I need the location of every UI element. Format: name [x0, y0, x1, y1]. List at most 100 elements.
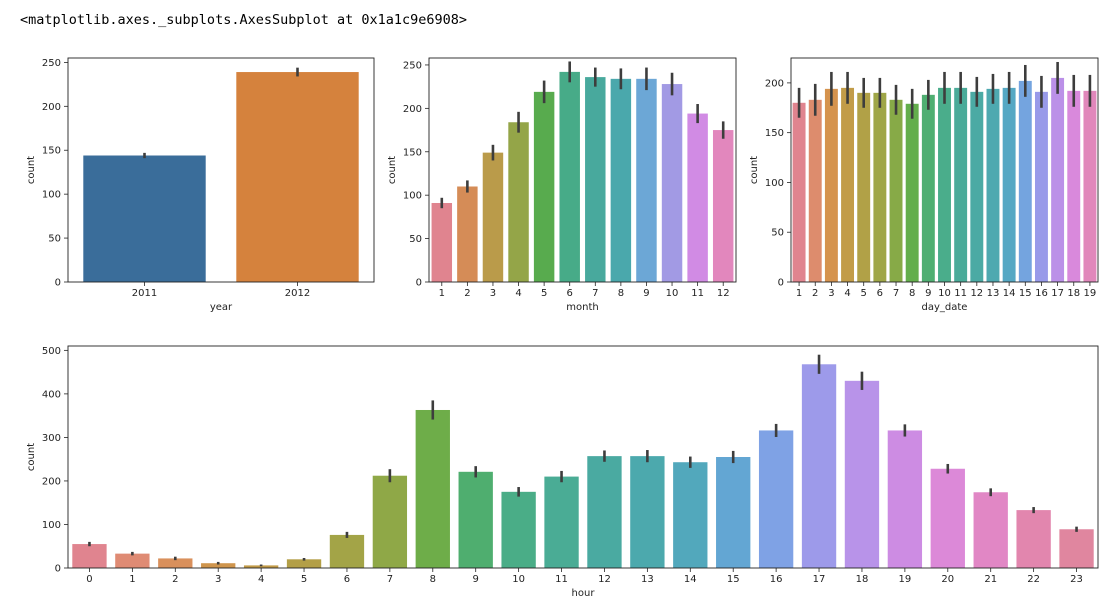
bar-6 — [559, 71, 580, 282]
bar-1 — [792, 102, 806, 282]
axes-frame — [428, 57, 737, 283]
bar-9 — [636, 78, 657, 282]
y-tick-label-50: 50 — [48, 234, 61, 245]
x-tick-label-11: 11 — [954, 288, 967, 299]
bar-19 — [1083, 90, 1097, 282]
bar-11 — [687, 113, 708, 283]
bar-14 — [673, 462, 708, 568]
x-tick-label-23: 23 — [1070, 574, 1083, 585]
bar-7 — [889, 99, 903, 283]
x-tick-label-19: 19 — [899, 574, 912, 585]
y-tick-label-100: 100 — [403, 191, 422, 202]
bar-7 — [372, 475, 408, 568]
y-tick-label-200: 200 — [42, 102, 61, 113]
x-tick-label-12: 12 — [970, 288, 983, 299]
bar-18 — [844, 380, 880, 568]
bar-9 — [458, 471, 493, 568]
bar-5 — [857, 92, 871, 282]
bar-6 — [329, 534, 365, 568]
bar-11 — [544, 476, 579, 568]
bar-22 — [1016, 510, 1051, 568]
bar-3 — [201, 563, 236, 568]
y-tick-label-100: 100 — [765, 178, 784, 189]
x-tick-label-9: 9 — [925, 288, 931, 299]
x-tick-label-6: 6 — [344, 574, 350, 585]
bar-9 — [921, 94, 935, 282]
subplot-day_date: 1 2 3 4 5 6 7 8 9 10 11 12 13 14 15 16 17 18 1905010015020… — [749, 57, 1099, 313]
y-tick-label-0: 0 — [55, 278, 61, 289]
bar-2011 — [83, 155, 206, 282]
bar-2 — [808, 99, 822, 283]
bar-10 — [938, 87, 951, 282]
bar-8 — [610, 78, 632, 282]
y-tick-label-250: 250 — [42, 58, 61, 69]
bar-14 — [1002, 87, 1016, 282]
x-tick-label-11: 11 — [691, 288, 704, 299]
x-tick-label-13: 13 — [641, 574, 654, 585]
y-tick-label-400: 400 — [42, 389, 61, 400]
bar-2 — [457, 186, 478, 282]
x-tick-label-8: 8 — [618, 288, 624, 299]
x-tick-label-5: 5 — [301, 574, 307, 585]
subplot-year: 2011 2012 0 50 100 150 200 250 year count — [26, 57, 375, 313]
bar-1 — [115, 553, 150, 568]
x-tick-label-1: 1 — [129, 574, 135, 585]
y-tick-label-100: 100 — [42, 520, 61, 531]
x-tick-label-2011: 2011 — [132, 288, 157, 299]
y-tick-label-150: 150 — [42, 146, 61, 157]
x-tick-label-2: 2 — [172, 574, 178, 585]
bar-5 — [533, 91, 555, 282]
x-tick-label-6: 6 — [877, 288, 883, 299]
y-tick-label-0: 0 — [778, 278, 784, 289]
bar-12 — [712, 130, 734, 282]
cell-output-text: <matplotlib.axes._subplots.AxesSubplot a… — [20, 12, 468, 28]
bar-2012 — [236, 72, 359, 282]
x-tick-label-1: 1 — [796, 288, 802, 299]
x-tick-label-10: 10 — [938, 288, 951, 299]
x-tick-label-9: 9 — [473, 574, 479, 585]
x-tick-label-5: 5 — [541, 288, 547, 299]
y-tick-label-200: 200 — [42, 476, 61, 487]
bar-21 — [973, 492, 1008, 568]
bar-12 — [587, 456, 622, 568]
y-tick-label-150: 150 — [403, 147, 422, 158]
x-tick-label-8: 8 — [430, 574, 436, 585]
bar-11 — [954, 87, 968, 282]
bar-12 — [970, 91, 984, 282]
y-tick-label-0: 0 — [416, 278, 422, 289]
bar-19 — [887, 430, 923, 568]
y-axis-label: count — [26, 443, 37, 471]
bar-17 — [801, 364, 837, 568]
subplot-hour: 0 1 2 3 4 5 6 7 8 9 10 11 12 13 14 15 16 17 18 19 20 21 22 2301… — [26, 345, 1099, 596]
x-tick-label-18: 18 — [856, 574, 869, 585]
x-tick-label-6: 6 — [567, 288, 573, 299]
x-tick-label-3: 3 — [490, 288, 496, 299]
bar-18 — [1067, 90, 1081, 282]
x-tick-label-11: 11 — [555, 574, 568, 585]
bar-13 — [986, 88, 1000, 283]
x-tick-label-8: 8 — [909, 288, 915, 299]
x-tick-label-12: 12 — [598, 574, 611, 585]
y-axis-label: count — [749, 156, 760, 184]
bar-8 — [415, 409, 450, 568]
bar-16 — [1034, 91, 1048, 282]
x-tick-label-1: 1 — [439, 288, 445, 299]
y-tick-label-200: 200 — [403, 104, 422, 115]
bar-6 — [873, 92, 887, 282]
x-tick-label-2012: 2012 — [285, 288, 310, 299]
x-tick-label-7: 7 — [592, 288, 598, 299]
x-axis-label: day_date — [922, 302, 968, 313]
x-tick-label-4: 4 — [844, 288, 850, 299]
x-axis-label: month — [566, 302, 598, 313]
bar-10 — [661, 84, 683, 282]
y-tick-label-500: 500 — [42, 346, 61, 357]
bar-4 — [243, 565, 279, 568]
x-tick-label-2: 2 — [812, 288, 818, 299]
x-tick-label-22: 22 — [1027, 574, 1040, 585]
bar-3 — [482, 152, 504, 282]
bar-4 — [508, 122, 529, 282]
y-tick-label-50: 50 — [409, 234, 422, 245]
x-tick-label-17: 17 — [1051, 288, 1064, 299]
bar-17 — [1051, 77, 1065, 283]
